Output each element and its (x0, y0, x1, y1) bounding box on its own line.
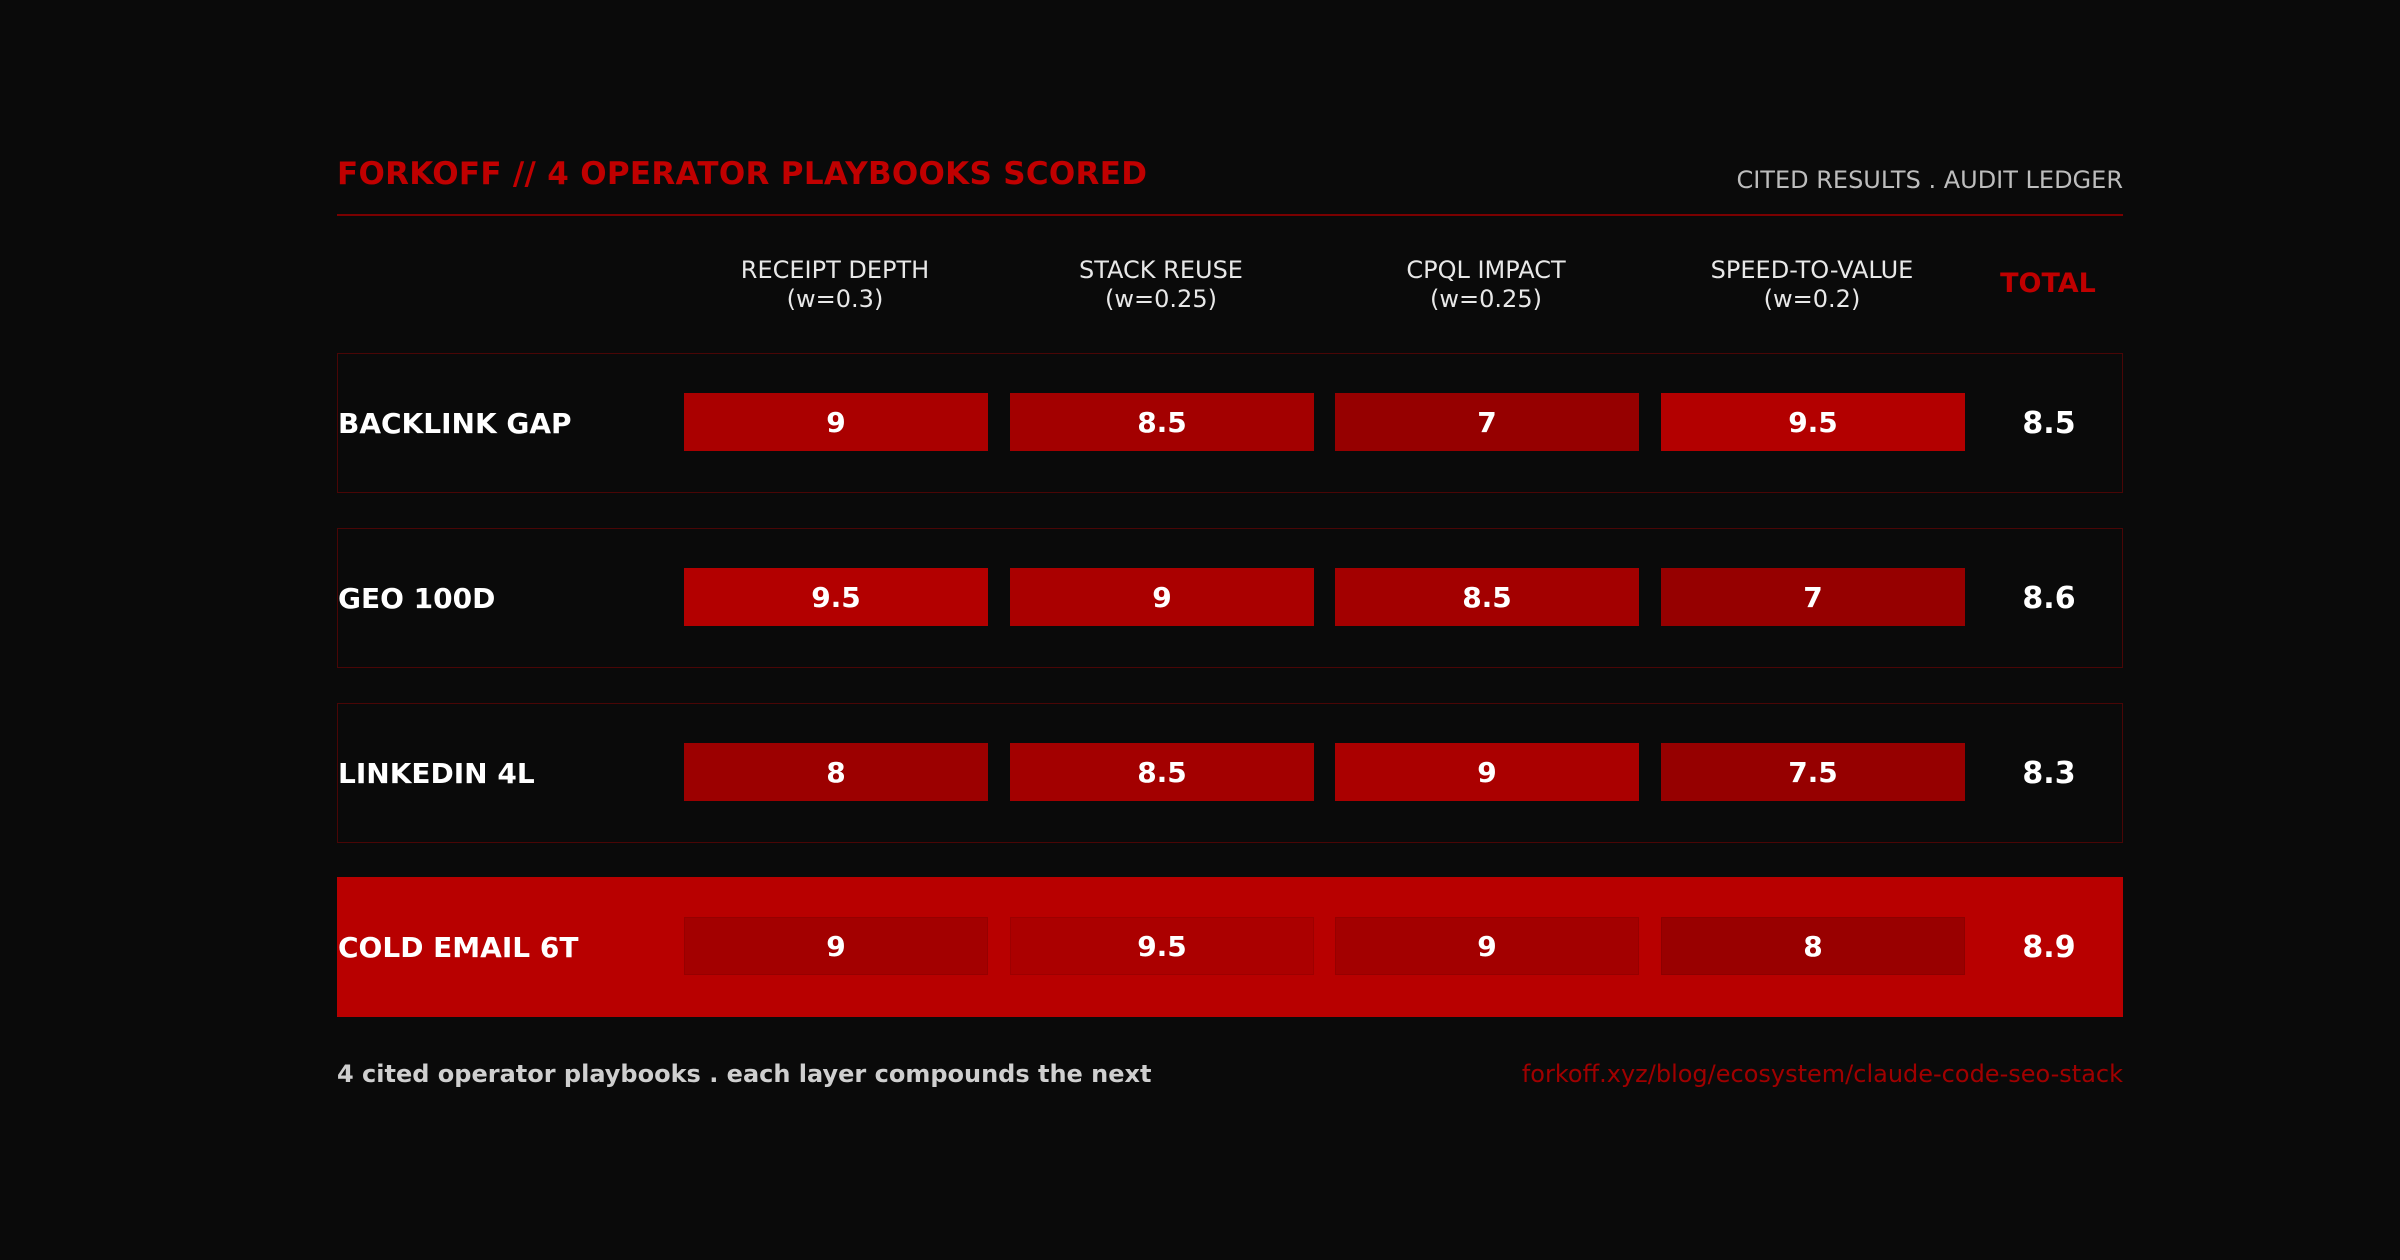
table-row: BACKLINK GAP 9 8.5 7 9.5 8.5 (337, 353, 2123, 493)
table-row: LINKEDIN 4L 8 8.5 9 7.5 8.3 (337, 703, 2123, 843)
score-cell: 9 (1335, 743, 1639, 801)
row-label: LINKEDIN 4L (338, 756, 535, 790)
row-label: COLD EMAIL 6T (338, 930, 579, 964)
column-header: CPQL IMPACT (w=0.25) (1334, 256, 1638, 314)
column-header-name: CPQL IMPACT (1406, 256, 1566, 284)
score-cell: 9.5 (1661, 393, 1965, 451)
table-row: COLD EMAIL 6T 9 9.5 9 8 8.9 (337, 877, 2123, 1017)
score-cell: 8.5 (1010, 393, 1314, 451)
column-header: STACK REUSE (w=0.25) (1009, 256, 1313, 314)
column-header-weight: (w=0.25) (1105, 285, 1217, 313)
table-row: GEO 100D 9.5 9 8.5 7 8.6 (337, 528, 2123, 668)
score-cell: 7 (1661, 568, 1965, 626)
header: FORKOFF // 4 OPERATOR PLAYBOOKS SCORED C… (337, 150, 2123, 216)
column-header-name: STACK REUSE (1079, 256, 1243, 284)
column-header-weight: (w=0.25) (1430, 285, 1542, 313)
column-header-weight: (w=0.2) (1763, 285, 1861, 313)
row-label: BACKLINK GAP (338, 406, 572, 440)
score-cell: 9 (1010, 568, 1314, 626)
score-cell: 7.5 (1661, 743, 1965, 801)
score-cell: 9.5 (684, 568, 988, 626)
total-score: 8.9 (2022, 929, 2076, 965)
page-title: FORKOFF // 4 OPERATOR PLAYBOOKS SCORED (337, 156, 1148, 192)
total-score: 8.5 (2022, 405, 2076, 441)
footer-caption: 4 cited operator playbooks . each layer … (337, 1060, 1152, 1088)
score-cell: 9 (1335, 917, 1639, 975)
total-score: 8.3 (2022, 755, 2076, 791)
column-header-name: SPEED-TO-VALUE (1710, 256, 1914, 284)
column-header-weight: (w=0.3) (786, 285, 884, 313)
page-subtitle: CITED RESULTS . AUDIT LEDGER (1736, 166, 2123, 194)
score-cell: 8.5 (1010, 743, 1314, 801)
score-cell: 8 (684, 743, 988, 801)
score-cell: 9 (684, 393, 988, 451)
column-header: RECEIPT DEPTH (w=0.3) (683, 256, 987, 314)
score-cell: 8 (1661, 917, 1965, 975)
score-cell: 8.5 (1335, 568, 1639, 626)
column-header-name: RECEIPT DEPTH (740, 256, 930, 284)
total-column-header: TOTAL (2000, 268, 2096, 299)
row-label: GEO 100D (338, 581, 496, 615)
score-cell: 9 (684, 917, 988, 975)
score-cell: 7 (1335, 393, 1639, 451)
score-cell: 9.5 (1010, 917, 1314, 975)
footer-link[interactable]: forkoff.xyz/blog/ecosystem/claude-code-s… (1521, 1060, 2123, 1088)
column-header: SPEED-TO-VALUE (w=0.2) (1660, 256, 1964, 314)
total-score: 8.6 (2022, 580, 2076, 616)
